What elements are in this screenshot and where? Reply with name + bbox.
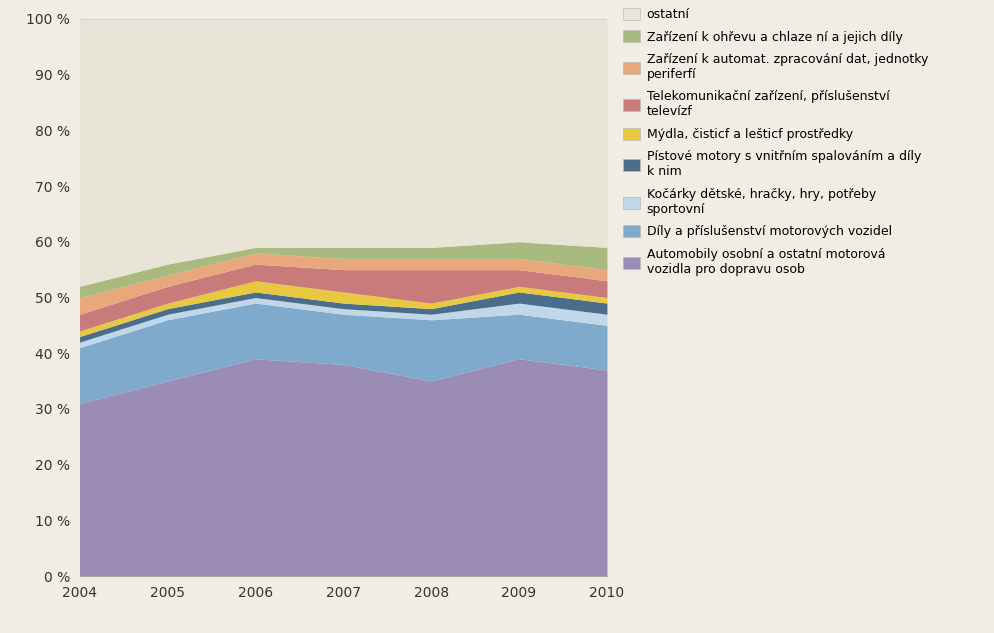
Legend: ostatní, Zařízení k ohřevu a chlaze ní a jejich díly, Zařízení k automat. zpraco: ostatní, Zařízení k ohřevu a chlaze ní a… bbox=[622, 8, 927, 276]
